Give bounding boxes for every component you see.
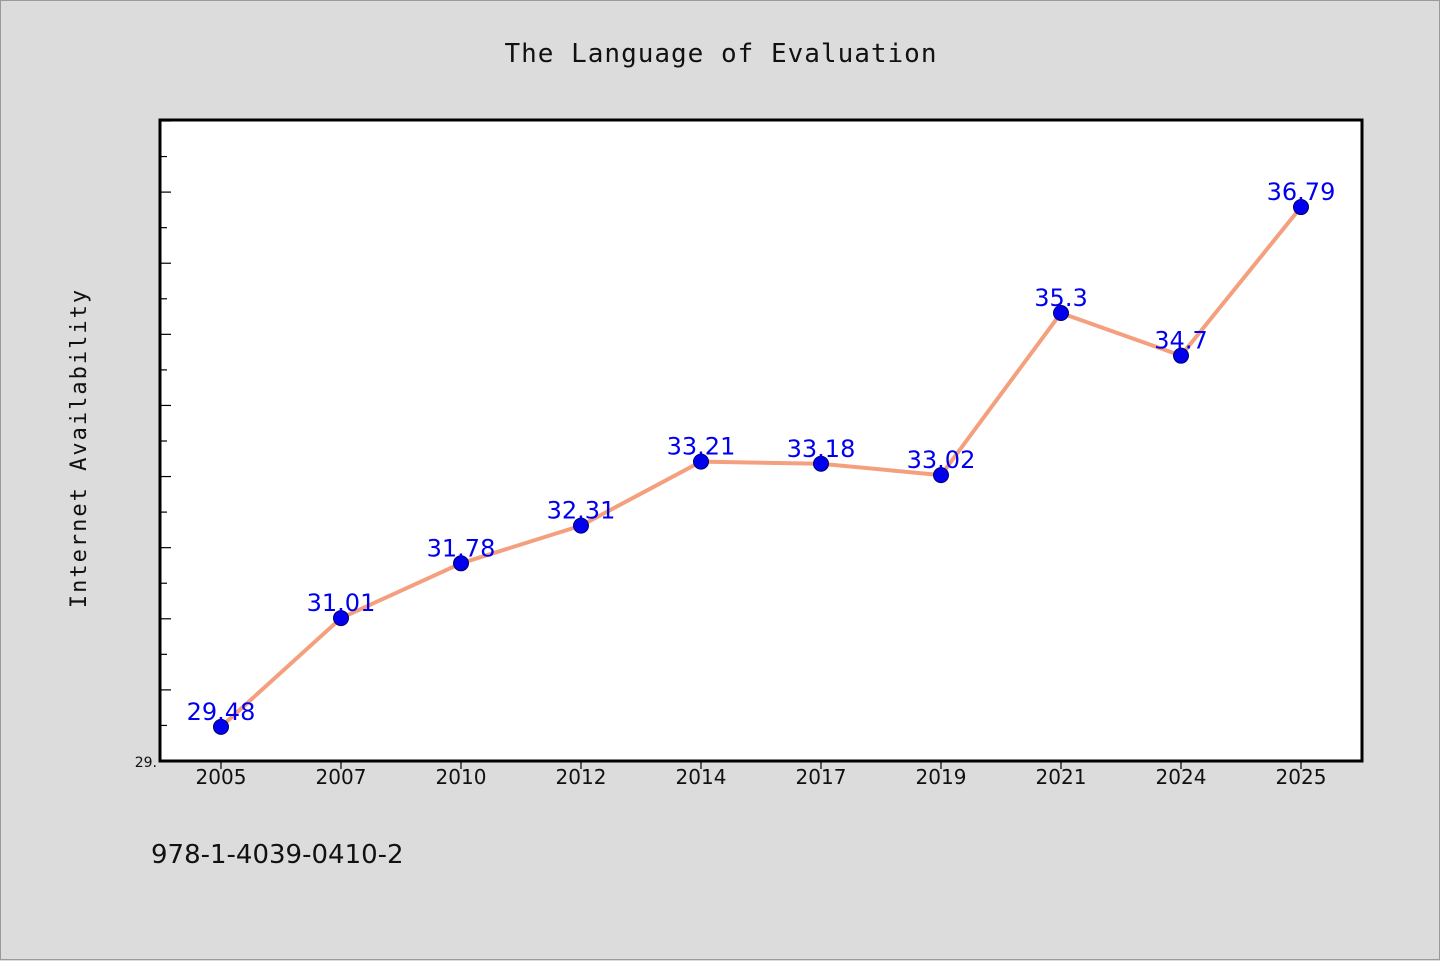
x-axis-ticks: 2005 2007 2010 2012 2014 2017 2019 2021 2024 2025 <box>196 761 1327 789</box>
x-tick-label: 2017 <box>796 765 847 789</box>
data-label: 35.3 <box>1034 284 1087 312</box>
data-label: 29.48 <box>187 698 256 726</box>
data-point <box>213 718 229 735</box>
data-label: 36.79 <box>1267 178 1336 206</box>
x-tick-label: 2007 <box>316 765 367 789</box>
chart-title: The Language of Evaluation <box>505 39 938 69</box>
series-line <box>219 205 1303 729</box>
data-point <box>1173 347 1189 364</box>
data-label: 31.78 <box>427 534 496 562</box>
y-axis-ticks: 29. <box>135 120 171 771</box>
data-point <box>573 517 589 534</box>
x-tick-label: 2014 <box>676 765 727 789</box>
x-tick-label: 2021 <box>1036 765 1087 789</box>
x-tick-label: 2024 <box>1156 765 1207 789</box>
x-tick-label: 2025 <box>1276 765 1327 789</box>
series-group: 29.48 31.01 31.78 32.31 33.21 33.18 33.02 35.3 3… <box>187 178 1336 735</box>
data-point <box>333 610 349 627</box>
plot-area <box>158 118 1364 763</box>
footnote-isbn: 978-1-4039-0410-2 <box>151 840 404 870</box>
data-point <box>693 453 709 470</box>
data-point <box>933 467 949 484</box>
data-label: 33.21 <box>667 433 736 461</box>
y-axis-label: Internet Availability <box>67 288 92 608</box>
data-label: 32.31 <box>547 497 616 525</box>
y-tick-label: 29. <box>135 755 157 771</box>
data-point <box>1293 199 1309 216</box>
x-tick-label: 2010 <box>436 765 487 789</box>
data-point <box>1053 305 1069 321</box>
data-label: 31.01 <box>307 589 376 617</box>
data-label: 34.7 <box>1154 327 1207 355</box>
data-point <box>813 455 829 472</box>
x-tick-label: 2019 <box>916 765 967 789</box>
data-label: 33.18 <box>787 435 856 463</box>
data-point <box>453 555 469 572</box>
x-tick-label: 2005 <box>196 765 247 789</box>
x-tick-label: 2012 <box>556 765 607 789</box>
data-label: 33.02 <box>907 446 976 474</box>
